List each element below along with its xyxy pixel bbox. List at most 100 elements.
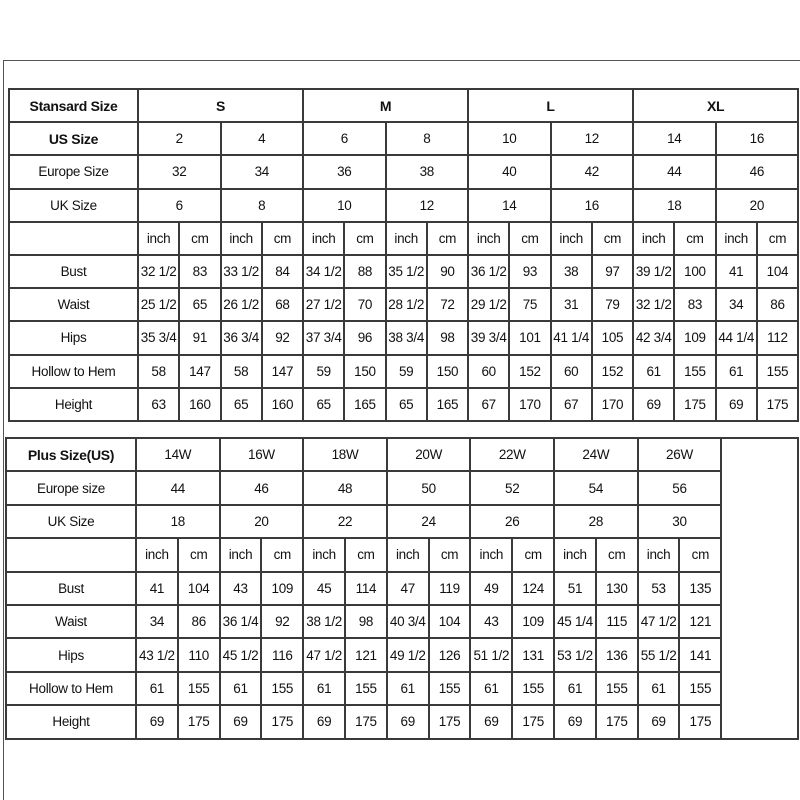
- measurement-value: 165: [425, 386, 470, 422]
- uk-size-row: UK Size 18 20 22 24 26 28 30: [5, 503, 798, 540]
- measurement-value: 92: [260, 603, 305, 640]
- measurement-value: 61: [553, 670, 597, 707]
- measurement-value: 109: [260, 570, 305, 606]
- row-header: Waist: [5, 603, 137, 640]
- measurement-value: 32 1/2: [632, 287, 676, 323]
- measurement-value: 90: [425, 253, 470, 290]
- measurement-value: 36 1/4: [218, 603, 263, 640]
- measurement-value: 69: [218, 704, 263, 740]
- measurement-value: 65: [178, 287, 222, 323]
- uk-size-row: UK Size 6 8 10 12 14 16 18 20: [8, 187, 800, 223]
- measurement-row: Height 69 175 69 175 69 175 69 175 69 175 69 175 69 17…: [5, 704, 798, 740]
- measurement-value: 131: [511, 637, 556, 673]
- measurement-value: 59: [384, 353, 428, 389]
- measurement-value: 45: [302, 570, 347, 606]
- measurement-value: 61: [135, 670, 179, 707]
- measurement-value: 55 1/2: [636, 637, 681, 673]
- unit-header: cm: [678, 537, 723, 573]
- measurement-row: Bust 32 1/2 83 33 1/2 84 34 1/2 88 35 1/2 90 36 1…: [8, 253, 800, 290]
- measurement-value: 72: [425, 287, 470, 323]
- measurement-value: 39 1/2: [632, 253, 676, 290]
- row-header: Europe Size: [8, 154, 139, 190]
- measurement-value: 160: [178, 386, 222, 422]
- measurement-value: 68: [260, 287, 305, 323]
- measurement-value: 61: [385, 670, 430, 707]
- standard-size-table: Stansard Size S M L XL US Size 2 4 6 8 10 12 14 16 Eur…: [8, 87, 800, 422]
- measurement-value: 60: [467, 353, 511, 389]
- size-value: 42: [549, 154, 635, 190]
- unit-header: inch: [549, 220, 593, 256]
- measurement-value: 49: [469, 570, 514, 606]
- size-group-header: L: [467, 87, 635, 124]
- size-value: 36: [302, 154, 387, 190]
- measurement-value: 147: [178, 353, 222, 389]
- measurement-value: 147: [260, 353, 305, 389]
- measurement-value: 61: [218, 670, 263, 707]
- measurement-value: 86: [176, 603, 221, 640]
- unit-header: inch: [467, 220, 511, 256]
- measurement-value: 36 3/4: [219, 320, 263, 356]
- measurement-value: 45 1/4: [553, 603, 597, 640]
- measurement-value: 61: [714, 353, 758, 389]
- size-value: 52: [469, 470, 556, 506]
- unit-header: inch: [632, 220, 676, 256]
- unit-header: cm: [343, 220, 387, 256]
- unit-header: inch: [218, 537, 263, 573]
- measurement-value: 170: [508, 386, 552, 422]
- measurement-value: 155: [673, 353, 717, 389]
- empty-column: [720, 437, 800, 740]
- plus-size-table: Plus Size(US) 14W 16W 18W 20W 22W 24W 26W Europe…: [5, 436, 800, 740]
- measurement-value: 47: [385, 570, 430, 606]
- size-value: 16: [549, 187, 635, 223]
- measurement-value: 155: [427, 670, 472, 707]
- size-value: 26: [469, 503, 556, 540]
- size-value: 48: [302, 470, 388, 506]
- measurement-value: 160: [260, 386, 305, 422]
- size-value: 8: [384, 121, 470, 157]
- measurement-value: 121: [344, 637, 388, 673]
- size-value: 34: [219, 154, 305, 190]
- measurement-value: 109: [673, 320, 717, 356]
- measurement-value: 36 1/2: [467, 253, 511, 290]
- measurement-value: 47 1/2: [302, 637, 347, 673]
- measurement-value: 65: [384, 386, 428, 422]
- size-value: 6: [302, 121, 387, 157]
- measurement-value: 79: [590, 287, 635, 323]
- row-header: Hollow to Hem: [8, 353, 139, 389]
- measurement-value: 104: [427, 603, 472, 640]
- measurement-value: 53: [636, 570, 681, 606]
- measurement-value: 45 1/2: [218, 637, 263, 673]
- unit-row: inch cm inch cm inch cm inch cm inch cm inch cm inch…: [5, 537, 798, 573]
- measurement-row: Hips 35 3/4 91 36 3/4 92 37 3/4 96 38 3/4 98 39 3…: [8, 320, 800, 356]
- measurement-value: 43: [469, 603, 514, 640]
- unit-row: inch cm inch cm inch cm inch cm inch cm inch cm inch…: [8, 220, 800, 256]
- row-header: Hips: [5, 637, 137, 673]
- measurement-value: 175: [673, 386, 717, 422]
- measurement-value: 175: [594, 704, 639, 740]
- size-value: 44: [632, 154, 717, 190]
- measurement-value: 175: [427, 704, 472, 740]
- plus-size-header: 18W: [302, 436, 388, 473]
- measurement-row: Bust 41 104 43 109 45 114 47 119 49 124 51 130 53 135: [5, 570, 798, 606]
- unit-header: cm: [755, 220, 800, 256]
- measurement-value: 109: [511, 603, 556, 640]
- unit-header: cm: [260, 537, 305, 573]
- measurement-row: Hollow to Hem 58 147 58 147 59 150 59 150 60 152 60…: [8, 353, 800, 389]
- europe-size-row: Europe size 44 46 48 50 52 54 56: [5, 470, 798, 506]
- measurement-value: 92: [260, 320, 305, 356]
- row-header: Europe size: [5, 470, 137, 506]
- measurement-value: 114: [344, 570, 388, 606]
- size-group-header: M: [302, 87, 470, 124]
- size-value: 30: [636, 503, 723, 540]
- unit-header: inch: [384, 220, 428, 256]
- size-value: 4: [219, 121, 305, 157]
- measurement-value: 136: [594, 637, 639, 673]
- plus-size-header: 24W: [553, 436, 639, 473]
- measurement-value: 121: [678, 603, 723, 640]
- measurement-value: 65: [302, 386, 346, 422]
- measurement-value: 130: [594, 570, 639, 606]
- size-value: 20: [218, 503, 305, 540]
- unit-header: inch: [135, 537, 179, 573]
- measurement-value: 175: [260, 704, 305, 740]
- row-header: Stansard Size: [8, 87, 139, 124]
